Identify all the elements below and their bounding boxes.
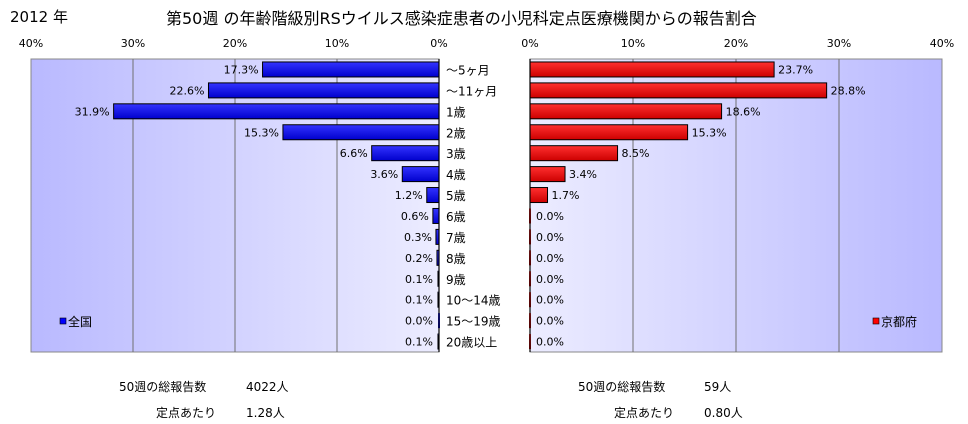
kyoto-value-label: 0.0% — [536, 231, 564, 244]
kyoto-legend-label: 京都府 — [881, 314, 917, 329]
category-label: 4歳 — [446, 168, 466, 182]
category-label: 3歳 — [446, 147, 466, 161]
kyoto-value-label: 0.0% — [536, 315, 564, 328]
national-value-label: 3.6% — [370, 168, 398, 181]
kyoto-value-label: 0.0% — [536, 252, 564, 265]
chart-title: 第50週 の年齢階級別RSウイルス感染症患者の小児科定点医療機関からの報告割合 — [166, 9, 757, 28]
kyoto-value-label: 23.7% — [778, 63, 813, 76]
national-tick-label: 0% — [430, 37, 447, 50]
national-per-site-value: 1.28人 — [246, 406, 285, 420]
national-chart: 40% 30% 20% 10% 0% 17.3% 22.6% 31.9% 15.3% 6.6%3.… — [19, 37, 448, 353]
category-label: 〜5ヶ月 — [446, 63, 490, 77]
category-label: 10〜14歳 — [446, 294, 501, 308]
category-label: 6歳 — [446, 210, 466, 224]
category-label: 15〜19歳 — [446, 315, 501, 329]
national-legend-label: 全国 — [68, 314, 92, 329]
national-bar — [262, 61, 440, 78]
national-tick-label: 10% — [325, 37, 349, 50]
kyoto-value-label: 8.5% — [622, 147, 650, 160]
national-bar — [282, 124, 440, 141]
kyoto-bar — [529, 82, 828, 99]
national-tick-label: 20% — [223, 37, 247, 50]
kyoto-per-site-value: 0.80人 — [704, 406, 743, 420]
kyoto-bar — [529, 124, 689, 141]
national-value-label: 31.9% — [75, 105, 110, 118]
kyoto-bar — [529, 145, 619, 162]
national-bar — [207, 82, 440, 99]
national-value-label: 15.3% — [244, 126, 279, 139]
category-label: 2歳 — [446, 126, 466, 140]
national-value-label: 0.6% — [401, 210, 429, 223]
kyoto-bar — [529, 187, 549, 204]
national-legend-swatch — [59, 317, 67, 325]
national-value-label: 0.1% — [405, 336, 433, 349]
kyoto-value-label: 28.8% — [831, 84, 866, 97]
category-label: 5歳 — [446, 189, 466, 203]
kyoto-value-label: 18.6% — [726, 105, 761, 118]
national-value-label: 0.2% — [405, 252, 433, 265]
kyoto-tick-label: 0% — [521, 37, 538, 50]
kyoto-legend-swatch — [872, 317, 880, 325]
year-label: 2012 年 — [10, 8, 68, 26]
national-tick-label: 40% — [19, 37, 43, 50]
kyoto-tick-label: 20% — [724, 37, 748, 50]
kyoto-chart: 0% 10% 20% 30% 40% 23.7% 28.8% 18.6% 15.3% 8.5% 3.… — [521, 37, 954, 353]
category-label: 8歳 — [446, 252, 466, 266]
national-bar — [401, 166, 440, 183]
kyoto-value-label: 0.0% — [536, 336, 564, 349]
national-bar — [426, 187, 440, 204]
national-value-label: 0.0% — [405, 315, 433, 328]
national-total-value: 4022人 — [246, 380, 289, 394]
kyoto-total-label: 50週の総報告数 — [578, 380, 666, 394]
kyoto-value-label: 0.0% — [536, 273, 564, 286]
national-bar — [432, 207, 440, 224]
national-tick-label: 30% — [121, 37, 145, 50]
national-bar — [113, 103, 440, 120]
kyoto-value-label: 15.3% — [692, 126, 727, 139]
kyoto-value-label: 3.4% — [569, 168, 597, 181]
category-label: 7歳 — [446, 231, 466, 245]
kyoto-value-label: 0.0% — [536, 294, 564, 307]
category-label: 20歳以上 — [446, 336, 497, 350]
kyoto-total-value: 59人 — [704, 380, 732, 394]
national-total-label: 50週の総報告数 — [119, 380, 207, 394]
kyoto-tick-label: 40% — [930, 37, 954, 50]
kyoto-bar — [529, 166, 566, 183]
kyoto-value-label: 1.7% — [552, 189, 580, 202]
category-labels: 〜5ヶ月〜11ヶ月 1歳 2歳 3歳 4歳 5歳 6歳 7歳 8歳 9歳 10〜14歳 15〜19歳 2… — [446, 63, 501, 349]
national-value-label: 0.3% — [404, 231, 432, 244]
kyoto-tick-label: 30% — [827, 37, 851, 50]
national-value-label: 22.6% — [170, 84, 205, 97]
national-value-label: 0.1% — [405, 273, 433, 286]
national-per-site-label: 定点あたり — [156, 406, 217, 420]
national-value-label: 1.2% — [395, 189, 423, 202]
kyoto-per-site-label: 定点あたり — [614, 406, 675, 420]
kyoto-bar — [529, 103, 723, 120]
category-label: 〜11ヶ月 — [446, 84, 497, 98]
national-value-label: 0.1% — [405, 294, 433, 307]
national-value-label: 6.6% — [340, 147, 368, 160]
national-bar — [371, 145, 440, 162]
category-label: 1歳 — [446, 105, 466, 119]
kyoto-tick-label: 10% — [621, 37, 645, 50]
national-value-label: 17.3% — [224, 63, 259, 76]
kyoto-bar — [529, 61, 775, 78]
category-label: 9歳 — [446, 273, 466, 287]
kyoto-value-label: 0.0% — [536, 210, 564, 223]
